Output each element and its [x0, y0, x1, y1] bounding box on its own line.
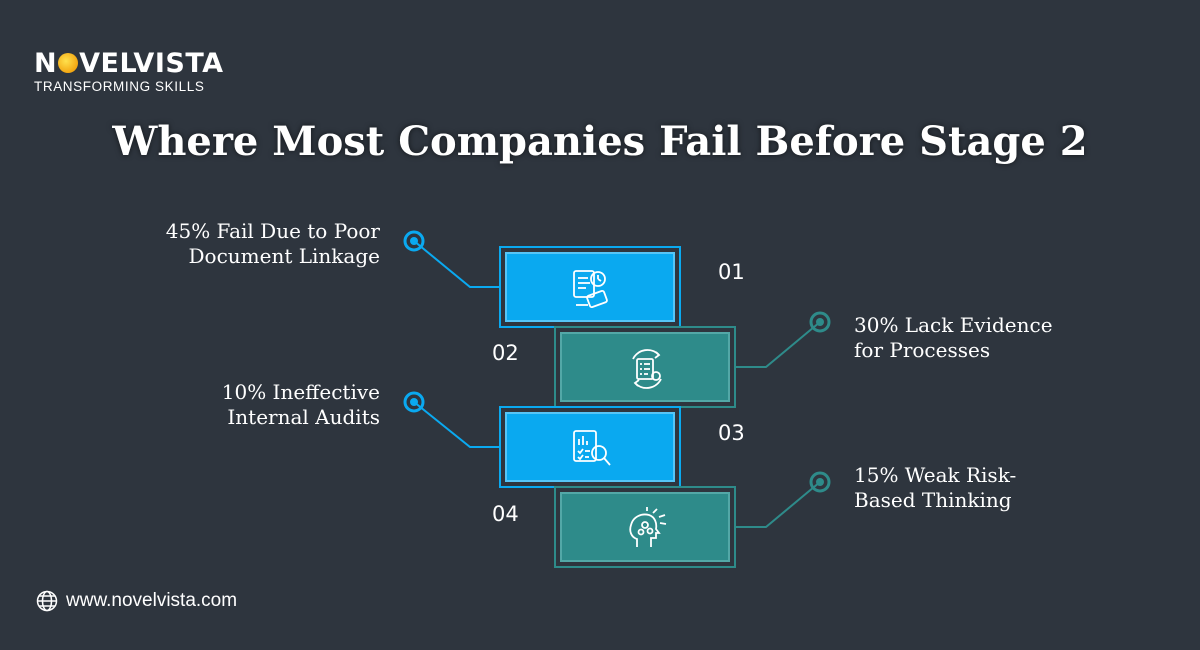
step-1-box	[505, 252, 675, 322]
process-checklist-icon	[632, 349, 662, 389]
brain-thinking-icon	[629, 507, 667, 547]
logo-text-end: VELVISTA	[79, 48, 224, 79]
step-1-label-line2: Document Linkage	[188, 244, 380, 268]
page-title: Where Most Companies Fail Before Stage 2	[112, 118, 1088, 165]
step-2-label: 30% Lack Evidence for Processes	[854, 313, 1053, 363]
connector-3	[403, 391, 502, 448]
step-4-label: 15% Weak Risk- Based Thinking	[854, 463, 1016, 513]
step-4-box	[560, 492, 730, 562]
website-link[interactable]: www.novelvista.com	[66, 590, 238, 611]
document-search-icon	[573, 270, 608, 309]
step-4-label-line2: Based Thinking	[854, 488, 1012, 512]
step-3-label: 10% Ineffective Internal Audits	[222, 380, 380, 430]
step-1-label: 45% Fail Due to Poor Document Linkage	[166, 219, 380, 269]
globe-icon	[36, 590, 58, 612]
logo-tagline: TRANSFORMING SKILLS	[34, 79, 205, 94]
step-3-label-line2: Internal Audits	[227, 405, 380, 429]
logo-sun-icon	[58, 53, 79, 73]
connector-2	[735, 311, 831, 368]
connector-1	[403, 230, 502, 288]
connector-4	[735, 471, 831, 528]
step-1-label-line1: 45% Fail Due to Poor	[165, 219, 380, 243]
step-3-box	[505, 412, 675, 482]
audit-report-icon	[573, 430, 611, 466]
logo-text-start: N	[34, 48, 58, 79]
step-2-box	[560, 332, 730, 402]
step-4-number: 04	[492, 502, 519, 526]
step-2-label-line2: for Processes	[854, 338, 991, 362]
step-3-number: 03	[718, 421, 745, 445]
logo-wordmark: N VELVISTA	[34, 48, 224, 79]
step-4-label-line1: 15% Weak Risk-	[854, 463, 1017, 487]
step-2-number: 02	[492, 341, 519, 365]
step-2-label-line1: 30% Lack Evidence	[854, 313, 1053, 337]
step-1-number: 01	[718, 260, 745, 284]
step-3-label-line1: 10% Ineffective	[221, 380, 380, 404]
